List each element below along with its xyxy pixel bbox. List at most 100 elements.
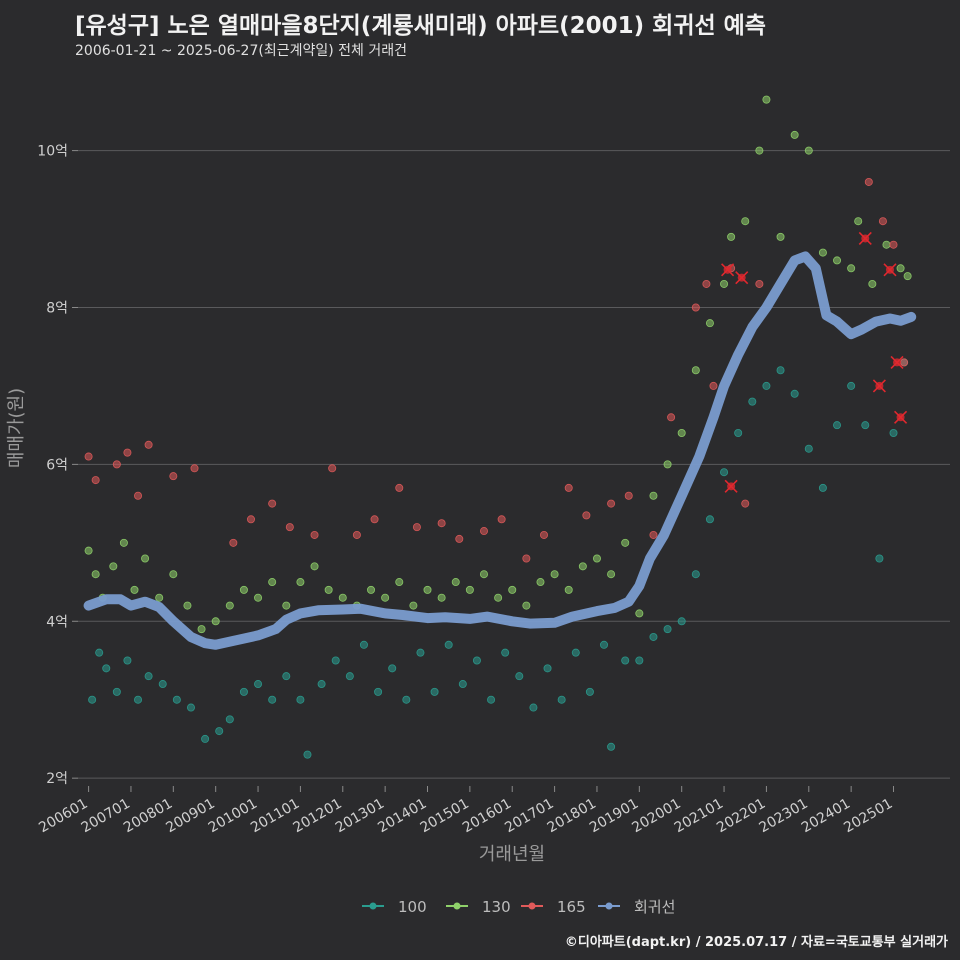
- data-point-100: [790, 389, 799, 398]
- data-point-130: [423, 585, 432, 594]
- data-point-100: [296, 695, 305, 704]
- data-point-100: [317, 680, 326, 689]
- data-point-165: [123, 448, 132, 457]
- data-point-130: [705, 319, 714, 328]
- data-point-100: [254, 680, 263, 689]
- data-point-165: [540, 530, 549, 539]
- data-point-130: [437, 593, 446, 602]
- data-point-100: [416, 648, 425, 657]
- data-point-165: [169, 472, 178, 481]
- x-tick-labels: 2006012007012008012009012010012011012012…: [36, 796, 895, 837]
- data-point-165: [900, 358, 909, 367]
- grid-layer: [72, 150, 950, 792]
- data-point-100: [225, 715, 234, 724]
- data-point-165: [310, 530, 319, 539]
- y-tick-label: 8억: [46, 300, 68, 316]
- data-point-130: [564, 585, 573, 594]
- data-point-100: [691, 570, 700, 579]
- data-point-100: [123, 656, 132, 665]
- regression-line: [83, 251, 917, 650]
- data-point-130: [409, 601, 418, 610]
- data-point-100: [677, 617, 686, 626]
- data-point-100: [571, 648, 580, 657]
- data-point-165: [112, 460, 121, 469]
- data-point-165: [395, 483, 404, 492]
- data-point-100: [282, 672, 291, 681]
- data-point-130: [91, 570, 100, 579]
- data-point-130: [296, 578, 305, 587]
- data-point-100: [663, 625, 672, 634]
- data-point-130: [818, 248, 827, 257]
- data-point-130: [395, 578, 404, 587]
- data-point-130: [367, 585, 376, 594]
- data-point-165: [268, 499, 277, 508]
- data-point-130: [479, 570, 488, 579]
- data-point-130: [225, 601, 234, 610]
- data-point-130: [896, 264, 905, 273]
- data-point-100: [186, 703, 195, 712]
- data-point-130: [119, 538, 128, 547]
- data-point-165: [497, 515, 506, 524]
- data-point-100: [762, 381, 771, 390]
- data-point-100: [388, 664, 397, 673]
- data-point-130: [882, 240, 891, 249]
- data-point-130: [109, 562, 118, 571]
- legend: 100 130 165 회귀선: [362, 898, 675, 916]
- x-axis-title: 거래년월: [479, 844, 545, 865]
- data-point-100: [833, 421, 842, 430]
- data-point-100: [529, 703, 538, 712]
- data-point-100: [88, 695, 97, 704]
- legend-label: 100: [398, 898, 427, 916]
- regression-line-layer: [83, 251, 917, 650]
- data-point-165: [84, 452, 93, 461]
- data-point-130: [494, 593, 503, 602]
- data-point-100: [303, 750, 312, 759]
- data-point-100: [501, 648, 510, 657]
- data-point-130: [607, 570, 616, 579]
- data-point-100: [215, 727, 224, 736]
- data-point-130: [663, 460, 672, 469]
- cancel-x-mark: [735, 271, 749, 285]
- legend-swatch-dot: [605, 902, 613, 910]
- data-point-130: [635, 609, 644, 618]
- data-point-100: [359, 640, 368, 649]
- data-point-100: [444, 640, 453, 649]
- cancel-x-mark: [883, 263, 897, 277]
- data-point-130: [790, 130, 799, 139]
- data-point-130: [741, 217, 750, 226]
- x-tick-label: 202501: [841, 796, 895, 837]
- data-point-130: [310, 562, 319, 571]
- data-point-130: [776, 232, 785, 241]
- data-point-100: [818, 483, 827, 492]
- data-point-130: [727, 232, 736, 241]
- data-point-100: [635, 656, 644, 665]
- data-point-165: [352, 530, 361, 539]
- data-point-130: [592, 554, 601, 563]
- data-point-130: [381, 593, 390, 602]
- data-point-130: [254, 593, 263, 602]
- data-point-165: [582, 511, 591, 520]
- data-point-100: [649, 632, 658, 641]
- cancel-marks: [721, 231, 908, 493]
- data-point-165: [455, 534, 464, 543]
- data-point-100: [172, 695, 181, 704]
- data-point-130: [847, 264, 856, 273]
- data-point-165: [370, 515, 379, 524]
- data-point-165: [649, 530, 658, 539]
- data-point-130: [155, 593, 164, 602]
- data-point-130: [282, 601, 291, 610]
- data-point-165: [190, 464, 199, 473]
- data-point-165: [134, 491, 143, 500]
- data-point-130: [84, 546, 93, 555]
- data-point-165: [144, 440, 153, 449]
- data-point-100: [458, 680, 467, 689]
- data-point-165: [522, 554, 531, 563]
- chart-title: [유성구] 노은 열매마을8단지(계룡새미래) 아파트(2001) 회귀선 예측: [75, 13, 766, 39]
- data-point-130: [130, 585, 139, 594]
- data-point-100: [112, 687, 121, 696]
- data-point-100: [557, 695, 566, 704]
- data-point-100: [804, 444, 813, 453]
- legend-label: 130: [482, 898, 511, 916]
- data-point-130: [691, 366, 700, 375]
